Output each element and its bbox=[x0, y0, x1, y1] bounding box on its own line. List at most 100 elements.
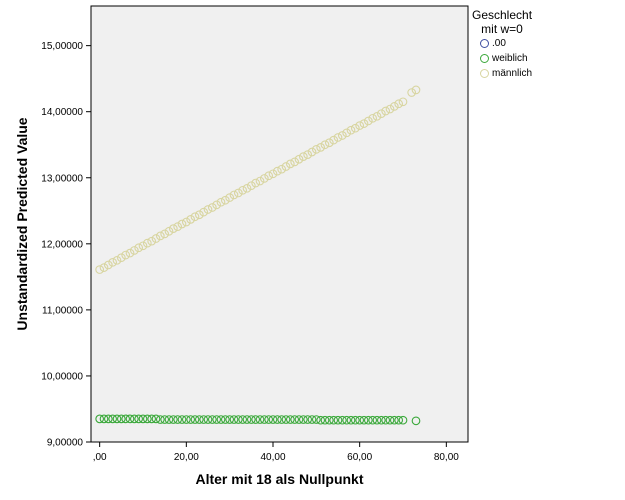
legend-title-line-2: mit w=0 bbox=[481, 22, 523, 36]
data-point-weiblich bbox=[355, 415, 365, 425]
data-point-m-nnlich bbox=[320, 140, 330, 150]
data-point-m-nnlich bbox=[194, 210, 204, 220]
data-point-weiblich bbox=[216, 415, 226, 424]
data-point-weiblich bbox=[381, 415, 391, 425]
data-point-m-nnlich bbox=[129, 246, 139, 255]
data-point-weiblich bbox=[368, 415, 378, 425]
data-point-m-nnlich bbox=[108, 257, 118, 267]
data-point-weiblich bbox=[268, 415, 278, 424]
data-point-m-nnlich bbox=[411, 85, 421, 95]
data-point-weiblich bbox=[129, 414, 139, 424]
data-point-m-nnlich bbox=[220, 195, 230, 205]
data-point-m-nnlich bbox=[142, 238, 152, 248]
data-point-m-nnlich bbox=[303, 150, 313, 159]
data-point-m-nnlich bbox=[186, 215, 196, 224]
data-point-weiblich bbox=[186, 415, 196, 424]
data-point-weiblich bbox=[294, 415, 304, 424]
data-point-m-nnlich bbox=[298, 152, 308, 161]
data-point-m-nnlich bbox=[394, 99, 404, 109]
data-point-m-nnlich bbox=[333, 133, 343, 142]
data-point-m-nnlich bbox=[337, 131, 347, 140]
legend-label: .00 bbox=[492, 38, 506, 49]
data-point-weiblich bbox=[281, 415, 291, 424]
plot-area bbox=[90, 5, 469, 443]
data-point-weiblich bbox=[290, 415, 300, 424]
data-point-weiblich bbox=[147, 414, 157, 424]
data-point-weiblich bbox=[238, 415, 248, 424]
data-point-m-nnlich bbox=[285, 159, 295, 169]
data-point-weiblich bbox=[116, 414, 126, 424]
data-point-m-nnlich bbox=[121, 250, 131, 260]
data-point-m-nnlich bbox=[329, 135, 339, 145]
data-point-m-nnlich bbox=[173, 222, 183, 231]
data-point-weiblich bbox=[385, 415, 395, 425]
data-point-m-nnlich bbox=[212, 200, 222, 210]
data-point-weiblich bbox=[389, 415, 399, 425]
data-point-weiblich bbox=[333, 415, 343, 425]
data-point-weiblich bbox=[108, 414, 118, 424]
data-point-weiblich bbox=[112, 414, 122, 424]
data-point-weiblich bbox=[199, 415, 209, 424]
y-tick-label: 15,00000 bbox=[41, 41, 83, 52]
data-point-m-nnlich bbox=[264, 171, 274, 181]
legend-label: weiblich bbox=[492, 53, 528, 64]
data-point-m-nnlich bbox=[233, 188, 243, 198]
data-point-m-nnlich bbox=[350, 123, 360, 133]
data-point-m-nnlich bbox=[316, 143, 326, 152]
data-point-m-nnlich bbox=[147, 236, 157, 246]
data-point-weiblich bbox=[177, 415, 187, 424]
data-point-weiblich bbox=[298, 415, 308, 424]
data-point-weiblich bbox=[277, 415, 287, 424]
data-point-m-nnlich bbox=[199, 207, 209, 217]
data-point-weiblich bbox=[264, 415, 274, 424]
data-point-weiblich bbox=[155, 415, 165, 424]
x-tick-label: 60,00 bbox=[347, 452, 372, 463]
data-point-m-nnlich bbox=[238, 185, 248, 195]
data-point-m-nnlich bbox=[177, 219, 187, 229]
data-point-weiblich bbox=[99, 414, 109, 424]
data-point-m-nnlich bbox=[259, 174, 269, 183]
data-point-m-nnlich bbox=[216, 197, 226, 207]
data-point-weiblich bbox=[164, 415, 174, 424]
data-point-weiblich bbox=[151, 414, 161, 424]
data-point-weiblich bbox=[394, 415, 404, 425]
data-point-m-nnlich bbox=[246, 181, 256, 191]
data-point-m-nnlich bbox=[151, 234, 161, 243]
data-point-weiblich bbox=[251, 415, 261, 424]
data-point-m-nnlich bbox=[168, 224, 178, 233]
y-tick-label: 13,00000 bbox=[41, 173, 83, 184]
data-points bbox=[95, 85, 421, 426]
data-point-weiblich bbox=[190, 415, 200, 424]
data-point-weiblich bbox=[233, 415, 243, 424]
legend-title-line-1: Geschlecht bbox=[472, 8, 533, 22]
x-axis-title: Alter mit 18 als Nullpunkt bbox=[195, 471, 363, 487]
legend-entry: weiblich bbox=[480, 51, 532, 66]
data-point-m-nnlich bbox=[242, 183, 252, 193]
data-point-weiblich bbox=[316, 415, 326, 425]
data-point-m-nnlich bbox=[103, 260, 113, 270]
data-point-m-nnlich bbox=[407, 88, 417, 97]
data-point-weiblich bbox=[398, 415, 408, 425]
x-axis: ,00 20,00 40,00 60,00 80,00 bbox=[93, 442, 459, 463]
legend-items: .00 weiblich männlich bbox=[472, 36, 532, 81]
data-point-weiblich bbox=[346, 415, 356, 425]
data-point-weiblich bbox=[411, 416, 421, 426]
data-point-m-nnlich bbox=[229, 190, 239, 200]
data-point-m-nnlich bbox=[255, 176, 265, 186]
data-point-weiblich bbox=[337, 415, 347, 425]
data-point-weiblich bbox=[311, 415, 321, 424]
legend-marker-icon bbox=[480, 69, 489, 78]
data-point-weiblich bbox=[142, 414, 152, 424]
x-tick-label: 20,00 bbox=[174, 452, 199, 463]
data-point-m-nnlich bbox=[294, 154, 304, 164]
y-axis-title: Unstandardized Predicted Value bbox=[14, 117, 30, 330]
x-tick-label: 80,00 bbox=[434, 452, 459, 463]
data-point-weiblich bbox=[363, 415, 373, 425]
legend: Geschlecht mit w=0 .00 weiblich männlich bbox=[472, 8, 532, 81]
data-point-m-nnlich bbox=[225, 193, 235, 202]
x-tick-label: ,00 bbox=[93, 452, 107, 463]
data-point-m-nnlich bbox=[138, 241, 148, 251]
legend-label: männlich bbox=[492, 68, 533, 79]
data-point-weiblich bbox=[376, 415, 386, 425]
